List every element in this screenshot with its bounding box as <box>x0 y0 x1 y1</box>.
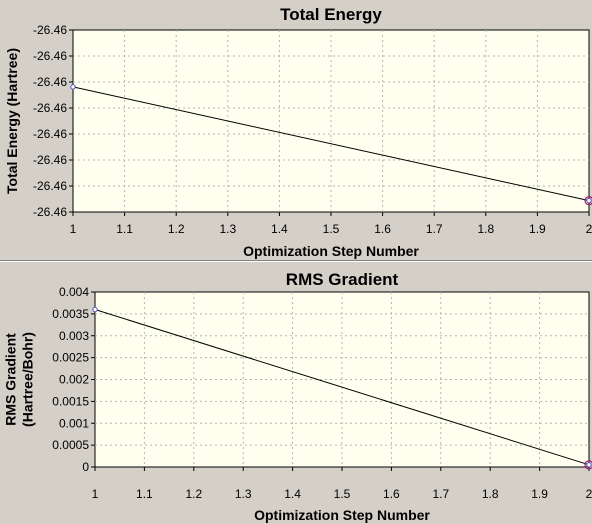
x-tick-label: 1 <box>92 487 99 501</box>
y-tick-label: 0.0015 <box>52 394 89 408</box>
y-tick-label: 0.001 <box>59 416 89 430</box>
y-tick-label: 0.0035 <box>52 307 89 321</box>
y-tick-label: 0 <box>82 460 89 474</box>
x-tick-label: 1.9 <box>531 487 548 501</box>
y-tick-label: -26.46 <box>33 153 67 167</box>
x-tick-label: 1.7 <box>426 222 443 236</box>
y-tick-label: 0.0025 <box>52 351 89 365</box>
data-point[interactable] <box>586 462 592 468</box>
series-line <box>94 309 590 466</box>
data-point[interactable] <box>70 84 76 90</box>
x-axis-label: Optimization Step Number <box>243 243 419 259</box>
x-tick-label: 1.6 <box>374 222 391 236</box>
x-tick-label: 1.4 <box>271 222 288 236</box>
series-line <box>72 86 590 202</box>
x-tick-label: 1.6 <box>383 487 400 501</box>
final-point-highlight <box>584 196 592 206</box>
x-tick-label: 1.7 <box>432 487 449 501</box>
x-tick-label: 2 <box>586 222 592 236</box>
y-axis-label: Total Energy (Hartree) <box>4 48 20 194</box>
total-energy-chart[interactable]: 1 1.1 1.2 1.3 1.4 1.5 1.6 1.7 1.8 1.9 2 -26.46 -26.4… <box>0 0 592 262</box>
y-tick-label: -26.46 <box>33 101 67 115</box>
y-tick-label: 0.002 <box>59 373 89 387</box>
y-tick-label: -26.46 <box>33 179 67 193</box>
x-tick-label: 1.5 <box>323 222 340 236</box>
x-tick-label: 1.5 <box>334 487 351 501</box>
total-energy-panel: 1 1.1 1.2 1.3 1.4 1.5 1.6 1.7 1.8 1.9 2 -26.46 -26.4… <box>0 0 592 262</box>
data-point[interactable] <box>586 197 592 204</box>
data-point[interactable] <box>92 306 98 313</box>
x-tick-label: 1.3 <box>235 487 252 501</box>
x-tick-label: 1.4 <box>284 487 301 501</box>
y-tick-label: -26.46 <box>33 49 67 63</box>
rms-gradient-panel: 1 1.1 1.2 1.3 1.4 1.5 1.6 1.7 1.8 1.9 2 0 0.0005 0.00… <box>0 262 592 524</box>
x-tick-label: 1.1 <box>136 487 153 501</box>
x-tick-label: 1 <box>70 222 77 236</box>
x-tick-label: 1.8 <box>482 487 499 501</box>
rms-gradient-chart[interactable]: 1 1.1 1.2 1.3 1.4 1.5 1.6 1.7 1.8 1.9 2 0 0.0005 0.00… <box>0 262 592 524</box>
x-tick-label: 1.3 <box>219 222 236 236</box>
panel-divider[interactable] <box>0 260 592 263</box>
y-axis-label: RMS Gradient(Hartree/Bohr) <box>3 332 36 427</box>
y-tick-label: 0.003 <box>59 329 89 343</box>
x-tick-label: 1.1 <box>116 222 133 236</box>
y-tick-label: -26.46 <box>33 127 67 141</box>
x-tick-label: 2 <box>586 487 592 501</box>
y-tick-label: 0.004 <box>59 285 89 299</box>
chart-title: RMS Gradient <box>286 270 399 289</box>
y-tick-label: -26.46 <box>33 205 67 219</box>
x-axis-label: Optimization Step Number <box>254 507 430 523</box>
chart-title: Total Energy <box>280 5 382 24</box>
x-tick-label: 1.2 <box>185 487 202 501</box>
y-tick-label: -26.46 <box>33 75 67 89</box>
x-tick-label: 1.9 <box>529 222 546 236</box>
final-point-highlight <box>584 460 592 470</box>
x-tick-label: 1.2 <box>168 222 185 236</box>
x-tick-label: 1.8 <box>477 222 494 236</box>
y-tick-label: 0.0005 <box>52 438 89 452</box>
y-tick-label: -26.46 <box>33 23 67 37</box>
